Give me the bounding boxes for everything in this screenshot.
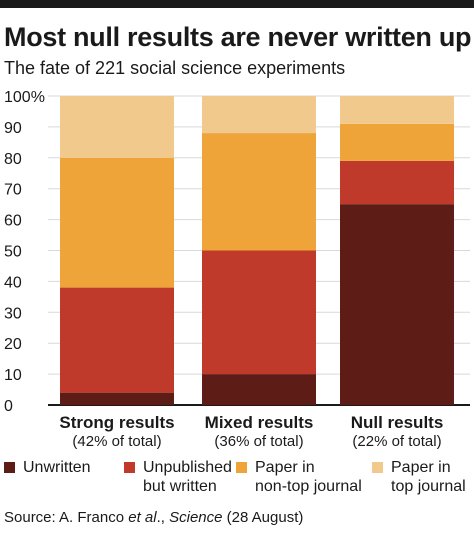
category-label: Strong results [59, 413, 174, 432]
source-note: Source: A. Franco et al., Science (28 Au… [4, 509, 303, 526]
legend-label-line2: top journal [391, 478, 466, 495]
bar-segment-top [60, 96, 174, 158]
y-tick-label: 30 [4, 305, 22, 322]
legend-label-line1: Unpublished [143, 459, 232, 476]
y-tick-label: 40 [4, 274, 22, 291]
y-tick-label: 50 [4, 244, 22, 261]
y-tick-label: 20 [4, 336, 22, 353]
bar-segment-unpublished [60, 287, 174, 393]
source-middle: ., [156, 509, 170, 526]
bar-segment-unwritten [60, 392, 174, 405]
legend-label-line1: Paper in [255, 459, 315, 476]
category-sublabel: (42% of total) [72, 433, 161, 450]
legend-label: Paper in top journal [391, 458, 474, 496]
y-tick-label: 70 [4, 182, 22, 199]
legend-label: Paper in non-top journal [255, 458, 385, 496]
category-sublabel: (22% of total) [352, 433, 441, 450]
source-journal: Science [169, 509, 223, 526]
y-tick-label: 60 [4, 213, 22, 230]
source-suffix: (28 August) [222, 509, 304, 526]
legend-label: Unwritten [23, 458, 153, 477]
y-tick-label: 80 [4, 151, 22, 168]
bar-segment-non_top [340, 123, 454, 161]
bar-segment-unwritten [340, 204, 454, 405]
legend-label-line1: Unwritten [23, 459, 91, 476]
legend-label-line2: but written [143, 478, 217, 495]
bar-segment-top [340, 96, 454, 124]
legend-swatch [4, 462, 15, 473]
stacked-bar-chart: 0 10 20 30 40 50 60 70 80 90 100% Strong results(42… [4, 89, 470, 450]
y-tick-label: 100% [4, 89, 45, 106]
bar-segment-non_top [60, 157, 174, 288]
legend-swatch [124, 462, 135, 473]
chart-subtitle: The fate of 221 social science experimen… [4, 58, 346, 78]
source-prefix: Source: A. Franco [4, 509, 129, 526]
legend-label-line1: Paper in [391, 459, 451, 476]
bar-segment-unpublished [202, 250, 316, 375]
top-rule [0, 0, 474, 8]
bar-segment-top [202, 96, 316, 134]
y-tick-label: 90 [4, 120, 22, 137]
legend-label: Unpublished but written [143, 458, 273, 496]
bar-segment-unwritten [202, 374, 316, 405]
legend-label-line2: non-top journal [255, 478, 362, 495]
category-label: Mixed results [205, 413, 314, 432]
bar-segment-non_top [202, 133, 316, 251]
category-sublabel: (36% of total) [214, 433, 303, 450]
legend-swatch [236, 462, 247, 473]
y-tick-label: 10 [4, 367, 22, 384]
legend-swatch [372, 462, 383, 473]
category-label: Null results [351, 413, 444, 432]
chart-title: Most null results are never written up [4, 22, 472, 52]
source-etal: et al [128, 509, 157, 526]
y-tick-label: 0 [4, 398, 13, 415]
legend: Unwritten Unpublished but written Paper in n… [0, 458, 474, 502]
bar-segment-unpublished [340, 160, 454, 205]
